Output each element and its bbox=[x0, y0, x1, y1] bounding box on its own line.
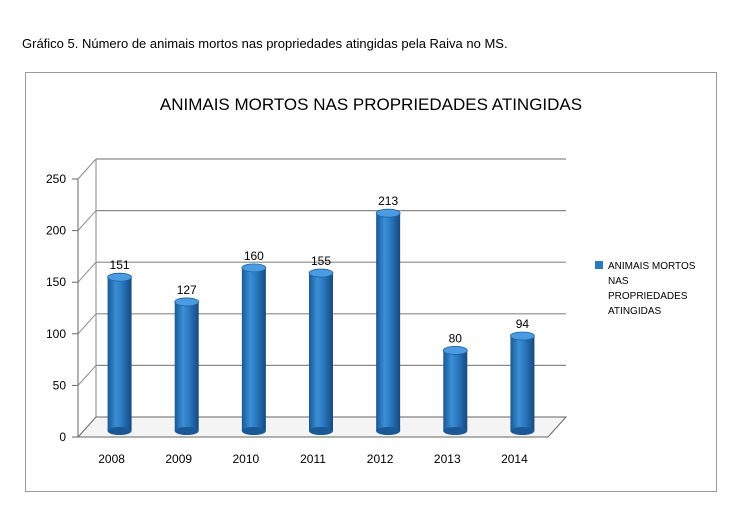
y-tick-label: 0 bbox=[59, 430, 66, 444]
bar-base bbox=[309, 427, 333, 435]
x-tick-label: 2008 bbox=[98, 452, 125, 466]
x-tick-labels: 2008 2009 2010 2011 2012 2013 2014 bbox=[98, 452, 528, 466]
legend-line-4: ATINGIDAS bbox=[608, 306, 661, 317]
data-label: 160 bbox=[244, 249, 264, 263]
data-label: 151 bbox=[110, 258, 130, 272]
bar-body bbox=[241, 267, 266, 431]
bar-top bbox=[241, 263, 267, 273]
bar-body bbox=[174, 301, 199, 431]
legend-line-2: NAS bbox=[608, 276, 629, 287]
data-label: 94 bbox=[516, 317, 530, 331]
bar-2014 bbox=[510, 331, 535, 435]
bar-body bbox=[510, 335, 535, 431]
data-label: 155 bbox=[311, 254, 331, 268]
gridline-depth bbox=[77, 313, 97, 335]
bar-body bbox=[376, 213, 401, 431]
bar-base bbox=[510, 427, 535, 435]
bar-top bbox=[510, 331, 535, 341]
x-tick-label: 2014 bbox=[501, 452, 528, 466]
bar-base bbox=[443, 427, 468, 435]
x-tick-label: 2009 bbox=[165, 452, 192, 466]
data-label: 213 bbox=[378, 194, 398, 208]
gridline-depth bbox=[77, 261, 97, 283]
chart-title: ANIMAIS MORTOS NAS PROPRIEDADES ATINGIDA… bbox=[160, 95, 582, 114]
legend-line-3: PROPRIEDADES bbox=[608, 291, 688, 302]
y-tick-label: 50 bbox=[53, 378, 67, 392]
y-tick-labels: 0 50 100 150 200 250 bbox=[46, 172, 66, 444]
legend-swatch bbox=[595, 261, 603, 269]
bar-top bbox=[174, 297, 200, 307]
chart-frame bbox=[25, 72, 717, 492]
bar-top bbox=[442, 346, 468, 355]
bar-body bbox=[443, 350, 468, 431]
bar-body bbox=[309, 273, 333, 431]
legend: ANIMAIS MORTOS NAS PROPRIEDADES ATINGIDA… bbox=[595, 261, 698, 317]
data-labels: 151 127 160 155 213 80 94 bbox=[110, 194, 530, 345]
x-tick-label: 2011 bbox=[300, 452, 326, 466]
x-tick-label: 2012 bbox=[367, 452, 394, 466]
bar-base bbox=[376, 427, 401, 435]
bars bbox=[107, 208, 535, 435]
bar-base bbox=[241, 427, 266, 435]
legend-line-1: ANIMAIS MORTOS bbox=[608, 261, 696, 272]
bar-top bbox=[375, 208, 401, 218]
bar-2008 bbox=[107, 272, 132, 435]
data-label: 127 bbox=[177, 283, 197, 297]
bar-2010 bbox=[241, 263, 267, 435]
y-tick-label: 200 bbox=[46, 224, 66, 238]
x-tick-label: 2010 bbox=[233, 452, 260, 466]
bar-body bbox=[107, 277, 132, 431]
bar-top bbox=[107, 272, 132, 282]
gridline-depth bbox=[77, 365, 97, 386]
bar-base bbox=[174, 427, 199, 435]
legend-label: ANIMAIS MORTOS NAS PROPRIEDADES ATINGIDA… bbox=[608, 261, 698, 317]
bar-2013 bbox=[442, 346, 468, 435]
data-label: 80 bbox=[449, 331, 463, 345]
bar-2011 bbox=[308, 268, 334, 435]
y-tick-label: 100 bbox=[46, 327, 66, 341]
bar-top bbox=[308, 268, 334, 278]
y-tick-label: 150 bbox=[46, 275, 66, 289]
bar-2009 bbox=[174, 297, 200, 435]
y-tick-label: 250 bbox=[46, 172, 66, 186]
bar-2012 bbox=[375, 208, 401, 435]
gridline-depth bbox=[77, 158, 97, 180]
gridline-depth bbox=[77, 210, 97, 231]
figure-caption: Gráfico 5. Número de animais mortos nas … bbox=[22, 36, 508, 51]
x-tick-label: 2013 bbox=[434, 452, 461, 466]
bar-base bbox=[107, 427, 132, 435]
